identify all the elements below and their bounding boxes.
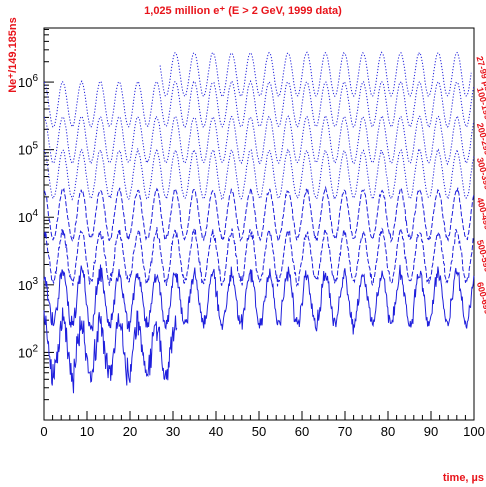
series-line	[43, 226, 474, 288]
y-tick-label: 104	[18, 208, 38, 225]
x-tick-label: 10	[80, 424, 94, 439]
series-label: 400-499	[475, 196, 486, 230]
x-tick-label: 100	[463, 424, 485, 439]
series-line	[43, 147, 475, 201]
series-label: 200-299	[475, 122, 486, 156]
series-label: 27-99 µs	[474, 55, 486, 92]
x-tick-label: 70	[338, 424, 352, 439]
series-line	[159, 51, 472, 98]
series-label: 100-199	[475, 86, 486, 120]
plot-frame	[43, 27, 475, 421]
x-axis-ticks: 0 10 20 30 40 50 60 70 80 90 100	[40, 411, 485, 439]
series-line	[43, 307, 178, 394]
y-axis-label: Ne⁺/149.185ns	[7, 17, 19, 93]
x-tick-label: 50	[252, 424, 266, 439]
y-axis-ticks: 102 103 104 105 106	[18, 28, 54, 421]
series-label: 300-399	[475, 156, 486, 190]
x-axis-label: time, µs	[443, 472, 484, 484]
y-tick-label: 105	[18, 141, 38, 158]
series-layer	[43, 51, 475, 394]
y-tick-label: 106	[18, 73, 38, 90]
x-tick-label: 30	[166, 424, 180, 439]
x-tick-label: 40	[209, 424, 223, 439]
series-line	[43, 264, 475, 335]
series-line	[43, 185, 475, 244]
x-tick-label: 20	[123, 424, 137, 439]
series-label: 500-599	[475, 239, 486, 273]
chart-title: 1,025 million e⁺ (E > 2 GeV, 1999 data)	[144, 5, 342, 17]
x-tick-label: 90	[424, 424, 438, 439]
x-tick-label: 0	[40, 424, 47, 439]
series-line	[43, 79, 475, 129]
x-tick-label: 80	[381, 424, 395, 439]
series-label: 600-699	[475, 281, 486, 315]
y-tick-label: 103	[18, 276, 38, 293]
y-tick-label: 102	[18, 343, 38, 360]
x-tick-label: 60	[295, 424, 309, 439]
